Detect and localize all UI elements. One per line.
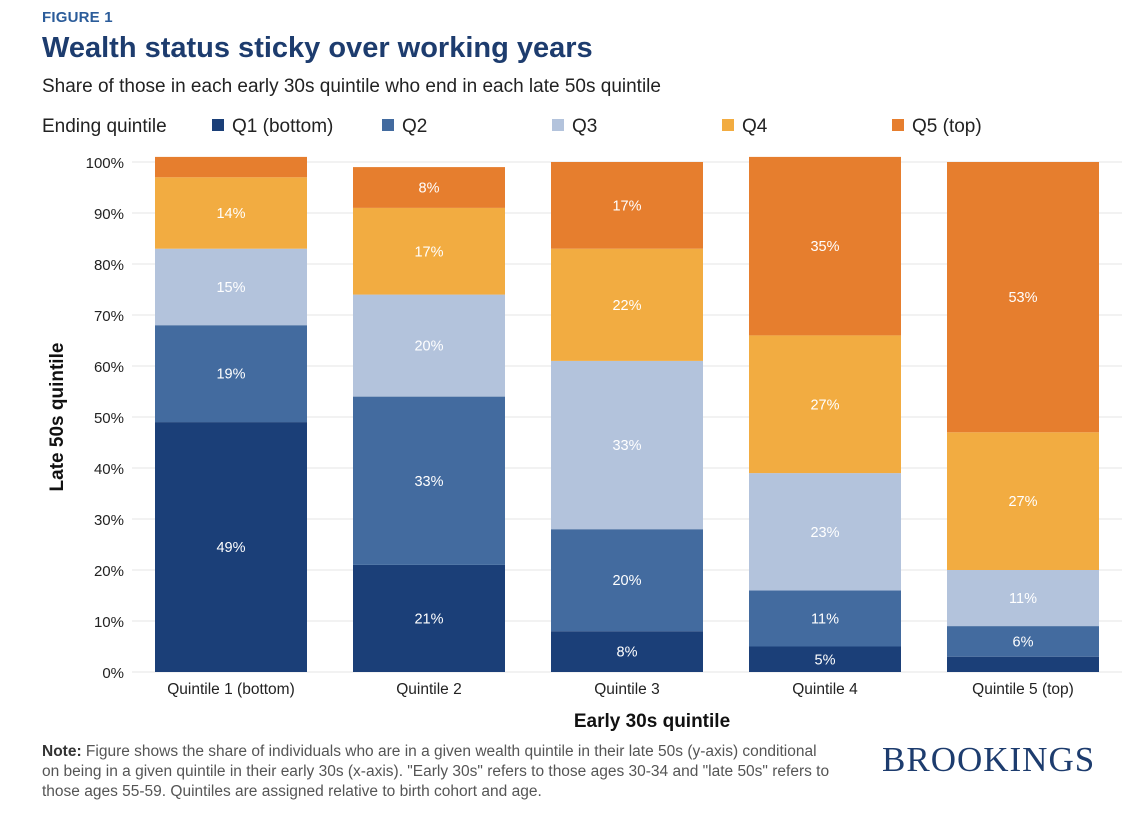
y-tick-label: 10% [94, 614, 124, 631]
x-axis-label: Early 30s quintile [574, 711, 730, 732]
bar-segment [947, 656, 1099, 672]
bar-segment [947, 162, 1099, 433]
bar-segment [353, 207, 505, 295]
bar-segment [551, 162, 703, 249]
x-tick-label: Quintile 3 [594, 681, 659, 698]
note-text: Figure shows the share of individuals wh… [42, 743, 830, 800]
y-tick-label: 0% [102, 665, 124, 682]
legend-swatch-q3 [552, 119, 564, 131]
chart-title: Wealth status sticky over working years [42, 32, 593, 64]
y-tick-label: 30% [94, 512, 124, 529]
chart-subtitle: Share of those in each early 30s quintil… [42, 76, 661, 97]
legend-label-q5: Q5 (top) [912, 116, 982, 137]
x-tick-label: Quintile 2 [396, 681, 461, 698]
stacked-bar-chart: 0% 10% 20% 30% 40% 50% 60% 70% 80% 90% 100% Late 50… [47, 155, 1122, 732]
data-label: 33% [612, 438, 641, 454]
y-tick-label: 40% [94, 461, 124, 478]
bar-segment [947, 626, 1099, 657]
data-label: 20% [414, 339, 443, 355]
legend-label-q4: Q4 [742, 116, 768, 137]
bar-segment [749, 590, 901, 647]
data-label: 15% [216, 280, 245, 296]
bar-segment [749, 473, 901, 591]
bar-segment [155, 156, 307, 178]
y-tick-label: 60% [94, 359, 124, 376]
y-tick-label: 80% [94, 257, 124, 274]
bar-segment [155, 422, 307, 672]
footnote: Note: Figure shows the share of individu… [42, 742, 832, 802]
bar-segment [947, 570, 1099, 627]
x-tick-label: Quintile 4 [792, 681, 858, 698]
y-tick-label: 90% [94, 206, 124, 223]
legend-item-q3: Q3 [552, 116, 597, 138]
data-label: 20% [612, 573, 641, 589]
brookings-logo: BROOKINGS [882, 740, 1096, 779]
legend-swatch-q1 [212, 119, 224, 131]
bar-segment [353, 564, 505, 672]
data-label: 49% [216, 540, 245, 556]
y-tick-label: 50% [94, 410, 124, 427]
bar-segment [155, 325, 307, 423]
data-label: 27% [1008, 494, 1037, 510]
legend-swatch-q5 [892, 119, 904, 131]
data-label: 53% [1008, 290, 1037, 306]
data-label: 35% [810, 239, 839, 255]
legend-label-q3: Q3 [572, 116, 598, 137]
bar-segment [551, 248, 703, 361]
bar-segment [353, 167, 505, 208]
legend-item-q4: Q4 [722, 116, 767, 138]
note-label: Note: [42, 743, 82, 760]
bar-segment [155, 177, 307, 249]
data-label: 8% [617, 645, 638, 661]
legend-item-q2: Q2 [382, 116, 427, 138]
data-label: 33% [414, 474, 443, 490]
data-label: 21% [414, 611, 443, 627]
y-axis-label: Late 50s quintile [47, 343, 68, 492]
bar-segment [551, 360, 703, 530]
data-label: 17% [612, 198, 641, 214]
y-tick-label: 70% [94, 308, 124, 325]
legend-label-q2: Q2 [402, 116, 428, 137]
legend-swatch-q4 [722, 119, 734, 131]
data-label: 5% [815, 652, 836, 668]
data-label: 23% [810, 525, 839, 541]
figure-label: FIGURE 1 [42, 9, 113, 26]
legend-swatch-q2 [382, 119, 394, 131]
data-label: 19% [216, 367, 245, 383]
bar-segment [353, 396, 505, 565]
x-tick-label: Quintile 5 (top) [972, 681, 1074, 698]
data-label: 17% [414, 244, 443, 260]
bar-segment [551, 529, 703, 632]
legend-item-q1: Q1 (bottom) [212, 116, 333, 138]
x-tick-label: Quintile 1 (bottom) [167, 681, 295, 698]
bar-segment [947, 432, 1099, 570]
legend-item-q5: Q5 (top) [892, 116, 982, 138]
data-label: 8% [419, 181, 440, 197]
bar-segment [749, 156, 901, 336]
y-tick-label: 100% [86, 155, 124, 172]
bar-segment [749, 335, 901, 474]
legend-label-q1: Q1 (bottom) [232, 116, 334, 137]
data-label: 14% [216, 206, 245, 222]
bar-segment [551, 631, 703, 672]
legend-title: Ending quintile [42, 116, 167, 137]
y-tick-label: 20% [94, 563, 124, 580]
data-label: 6% [1013, 634, 1034, 650]
data-label: 11% [811, 611, 839, 627]
data-label: 27% [810, 397, 839, 413]
bar-segment [353, 294, 505, 397]
data-label: 22% [612, 298, 641, 314]
bar-segment [749, 646, 901, 672]
data-label: 11% [1009, 591, 1037, 607]
bar-segment [155, 248, 307, 326]
